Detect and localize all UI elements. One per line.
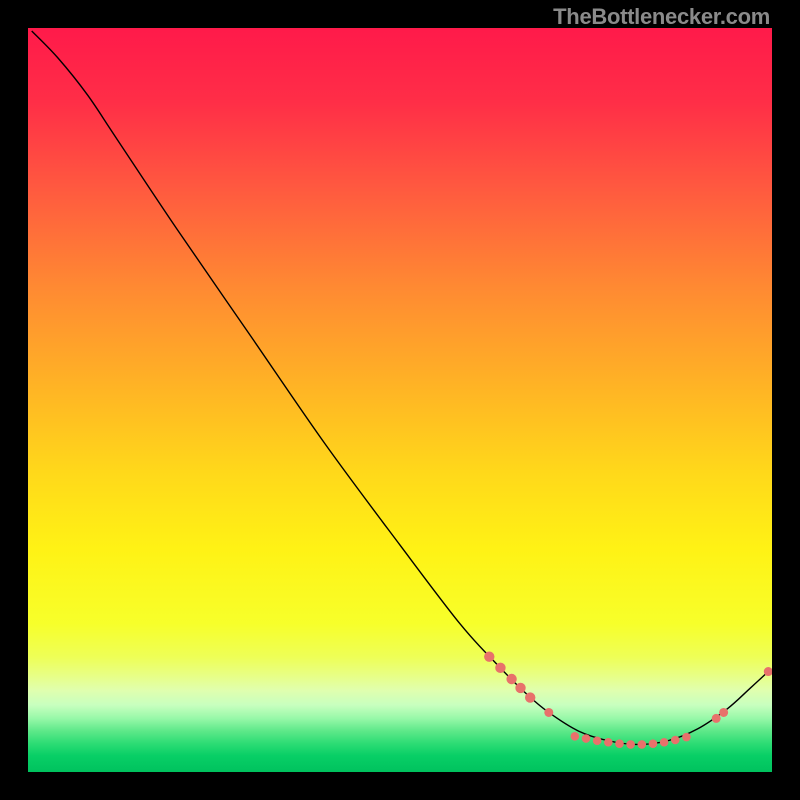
data-marker [682, 733, 691, 742]
gradient-background [28, 28, 772, 772]
data-marker [484, 651, 494, 661]
data-marker [495, 663, 505, 673]
data-marker [638, 740, 647, 749]
chart-svg [28, 28, 772, 772]
chart-plot-area [28, 28, 772, 772]
data-marker [525, 692, 535, 702]
data-marker [604, 738, 613, 747]
watermark-text: TheBottlenecker.com [553, 4, 770, 30]
data-marker [515, 683, 525, 693]
data-marker [506, 674, 516, 684]
data-marker [660, 738, 669, 747]
data-marker [719, 708, 728, 717]
data-marker [571, 732, 580, 741]
data-marker [626, 740, 635, 749]
data-marker [671, 736, 680, 745]
data-marker [582, 734, 591, 743]
data-marker [593, 736, 602, 745]
data-marker [649, 739, 658, 748]
data-marker [615, 739, 624, 748]
data-marker [544, 708, 553, 717]
data-marker [712, 714, 721, 723]
